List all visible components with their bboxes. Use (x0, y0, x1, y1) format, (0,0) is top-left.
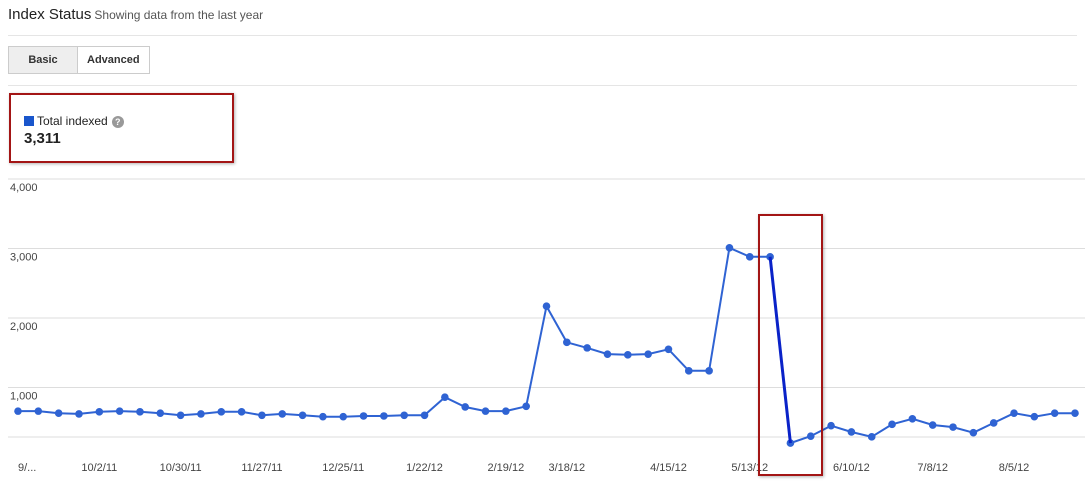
data-point (400, 411, 409, 420)
y-tick-label: 3,000 (10, 252, 38, 264)
data-point (908, 414, 917, 423)
data-point (969, 428, 978, 437)
data-point (949, 423, 957, 431)
data-point (359, 412, 368, 420)
x-tick-label: 8/5/12 (999, 462, 1030, 474)
x-tick-label: 3/18/12 (548, 462, 585, 474)
x-tick-label: 6/10/12 (833, 462, 870, 474)
data-point (563, 338, 571, 347)
data-point (888, 420, 896, 429)
data-point (380, 412, 388, 420)
data-point (115, 407, 124, 415)
data-point (847, 428, 856, 436)
data-point (806, 432, 815, 440)
series-line (18, 246, 1075, 445)
data-point (481, 407, 490, 415)
x-tick-label: 10/30/11 (160, 462, 202, 474)
x-tick-label: 2/19/12 (487, 462, 524, 474)
data-point (542, 302, 551, 310)
data-point (644, 350, 652, 358)
data-point (156, 409, 165, 418)
data-point (603, 350, 612, 358)
data-point (583, 344, 591, 352)
legend: Total indexed? (24, 114, 124, 128)
x-tick-label: 10/2/11 (81, 462, 117, 474)
data-point (461, 403, 469, 411)
divider (8, 35, 1077, 36)
x-tick-label: 4/15/12 (650, 462, 687, 474)
data-point (928, 421, 937, 429)
data-point (298, 411, 307, 420)
y-tick-label: 2,000 (10, 321, 38, 333)
data-point (14, 407, 22, 415)
data-point (420, 411, 429, 420)
data-point (54, 409, 63, 418)
data-point (989, 419, 998, 427)
x-tick-label: 7/8/12 (917, 462, 948, 474)
data-point (95, 408, 104, 416)
x-tick-label: 1/22/12 (406, 462, 443, 474)
data-point (684, 367, 693, 375)
data-point (75, 410, 83, 418)
data-point (786, 439, 795, 447)
tab[interactable]: Advanced (78, 46, 150, 74)
data-point (827, 421, 835, 430)
tabs: Basic Advanced (8, 46, 150, 74)
data-point (217, 408, 226, 416)
data-point (1030, 412, 1039, 421)
subtitle: Showing data from the last year (94, 8, 264, 22)
data-point (664, 345, 673, 354)
data-point (176, 411, 185, 420)
highlight-segment (768, 256, 792, 444)
legend-label: Total indexed (37, 114, 108, 128)
data-point (136, 408, 144, 416)
header: Index Status Showing data from the last y… (8, 6, 263, 23)
data-point (197, 410, 205, 418)
data-point (1050, 409, 1059, 418)
y-tick-label: 4,000 (10, 182, 38, 194)
data-point (319, 412, 327, 421)
data-point (705, 367, 713, 375)
title: Index Status (8, 6, 92, 23)
data-point (34, 407, 43, 415)
x-tick-label: 9/... (18, 462, 36, 474)
data-point (745, 253, 754, 261)
help-icon[interactable]: ? (111, 116, 124, 128)
data-point (441, 393, 449, 402)
data-point (237, 408, 246, 416)
y-tick-label: 1,000 (10, 391, 38, 403)
legend-swatch (24, 116, 34, 126)
x-tick-label: 11/27/11 (241, 462, 282, 474)
data-point (1071, 409, 1079, 418)
data-point (725, 244, 734, 252)
data-point (502, 407, 510, 415)
data-point (867, 433, 876, 441)
data-point (278, 410, 287, 418)
data-point (339, 412, 348, 421)
tab[interactable]: Basic (8, 46, 78, 74)
annotation-box (758, 214, 823, 476)
divider (8, 85, 1077, 86)
data-point (258, 411, 266, 420)
annotation-box (9, 93, 234, 163)
x-tick-label: 12/25/11 (322, 462, 364, 474)
data-point (522, 402, 530, 411)
data-point (624, 351, 632, 359)
total-value: 3,311 (24, 130, 61, 147)
data-point (1010, 409, 1018, 418)
